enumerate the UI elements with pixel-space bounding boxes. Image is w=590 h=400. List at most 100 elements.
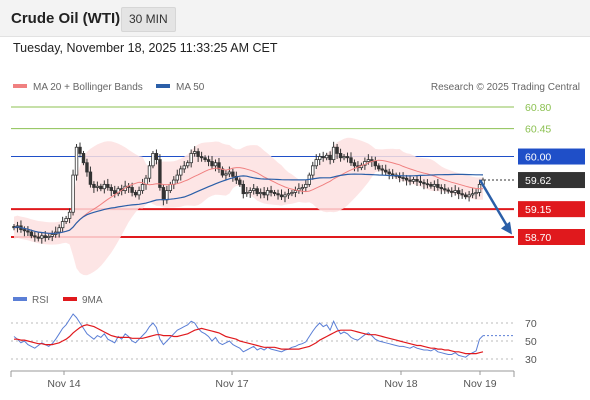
candle-up bbox=[168, 183, 173, 191]
candle-up bbox=[40, 235, 44, 239]
candle-down bbox=[352, 162, 357, 167]
candle-down bbox=[373, 161, 378, 167]
candle-down bbox=[450, 190, 454, 193]
candle-up bbox=[432, 183, 437, 187]
candle-down bbox=[231, 171, 235, 177]
ma20-line bbox=[13, 159, 483, 234]
candle-up bbox=[304, 183, 308, 188]
candle-down bbox=[238, 179, 242, 185]
rsi-tick-50: 50 bbox=[525, 336, 537, 348]
level-tag-58-70: 58.70 bbox=[525, 232, 551, 244]
candle-up bbox=[179, 168, 183, 176]
candle-up bbox=[318, 156, 322, 161]
candle-up bbox=[182, 165, 186, 170]
level-tag-60-00: 60.00 bbox=[525, 152, 551, 164]
rsi-ma-line bbox=[14, 324, 484, 355]
candle-up bbox=[265, 190, 270, 196]
candle-down bbox=[446, 189, 450, 192]
candle-up bbox=[258, 192, 263, 195]
level-tag-59-15: 59.15 bbox=[525, 204, 551, 216]
candle-down bbox=[384, 169, 388, 173]
candle-down bbox=[158, 159, 162, 188]
candle-down bbox=[29, 231, 34, 237]
candle-up bbox=[192, 151, 197, 154]
candle-down bbox=[262, 192, 266, 196]
candle-down bbox=[196, 151, 200, 157]
candle-down bbox=[133, 192, 138, 196]
candle-down bbox=[92, 183, 96, 188]
candle-up bbox=[71, 174, 75, 213]
instrument-title: Crude Oil (WTI) bbox=[11, 10, 121, 27]
candle-up bbox=[137, 190, 141, 196]
candle-down bbox=[463, 194, 468, 198]
level-tag-59-15-bg bbox=[518, 201, 585, 218]
candle-down bbox=[272, 192, 277, 195]
candle-down bbox=[429, 183, 433, 187]
candle-down bbox=[241, 183, 245, 195]
candle-down bbox=[161, 187, 166, 201]
ma20-legend-swatch bbox=[13, 84, 27, 88]
rsi-legend-label: RSI bbox=[32, 295, 49, 306]
candle-up bbox=[252, 188, 256, 191]
candle-up bbox=[324, 154, 329, 159]
candle-down bbox=[78, 146, 82, 154]
candle-up bbox=[293, 190, 298, 193]
x-tick-label: Nov 19 bbox=[463, 378, 496, 390]
header-bar: Crude Oil (WTI) 30 MIN bbox=[0, 0, 590, 37]
x-tick-label: Nov 18 bbox=[384, 378, 417, 390]
candle-down bbox=[456, 190, 461, 195]
candle-up bbox=[342, 156, 346, 159]
copyright-text: Research © 2025 Trading Central bbox=[431, 82, 580, 93]
forecast-arrow-shaft bbox=[478, 179, 510, 229]
rsi-tick-30: 30 bbox=[525, 354, 537, 366]
rsi-legend-swatch bbox=[13, 297, 27, 301]
candle-down bbox=[210, 161, 214, 167]
candle-down bbox=[269, 190, 273, 193]
candle-down bbox=[425, 183, 430, 186]
level-tag-60-00-bg bbox=[518, 148, 585, 165]
candle-up bbox=[311, 165, 315, 176]
rsi-ma-legend-label: 9MA bbox=[82, 295, 103, 306]
candle-up bbox=[151, 153, 155, 167]
candle-up bbox=[248, 190, 252, 193]
candle-up bbox=[283, 194, 287, 198]
candle-down bbox=[321, 156, 325, 159]
candle-down bbox=[349, 157, 353, 164]
candle-down bbox=[36, 236, 41, 239]
candle-up bbox=[245, 192, 249, 195]
candle-up bbox=[95, 185, 100, 188]
candle-up bbox=[314, 159, 318, 167]
candle-down bbox=[206, 159, 211, 162]
candle-down bbox=[217, 162, 221, 170]
candle-down bbox=[397, 175, 402, 178]
candle-down bbox=[203, 157, 207, 161]
rsi-tick-70: 70 bbox=[525, 318, 537, 330]
level-tag-58-70-bg bbox=[518, 229, 585, 245]
candle-up bbox=[453, 190, 457, 193]
candle-up bbox=[366, 159, 371, 162]
candle-down bbox=[436, 183, 440, 188]
candle-down bbox=[377, 165, 381, 170]
ma20-legend-label: MA 20 + Bollinger Bands bbox=[33, 82, 143, 93]
candle-up bbox=[290, 192, 294, 195]
candle-down bbox=[418, 180, 423, 183]
candle-up bbox=[300, 187, 305, 190]
candle-down bbox=[113, 190, 117, 195]
candle-down bbox=[443, 188, 447, 191]
candle-down bbox=[404, 177, 409, 181]
candle-down bbox=[43, 235, 47, 239]
candle-up bbox=[467, 194, 471, 198]
rsi-ma-legend-swatch bbox=[63, 297, 77, 301]
candle-down bbox=[408, 179, 412, 182]
rsi-line bbox=[13, 313, 484, 358]
ma50-line bbox=[13, 173, 484, 235]
candle-down bbox=[328, 154, 332, 161]
candle-down bbox=[439, 187, 444, 190]
bollinger-band bbox=[14, 137, 483, 276]
candle-up bbox=[213, 162, 218, 167]
timeframe-badge[interactable]: 30 MIN bbox=[121, 7, 176, 32]
candle-down bbox=[255, 188, 259, 195]
candle-up bbox=[74, 146, 79, 176]
candle-up bbox=[165, 190, 169, 201]
